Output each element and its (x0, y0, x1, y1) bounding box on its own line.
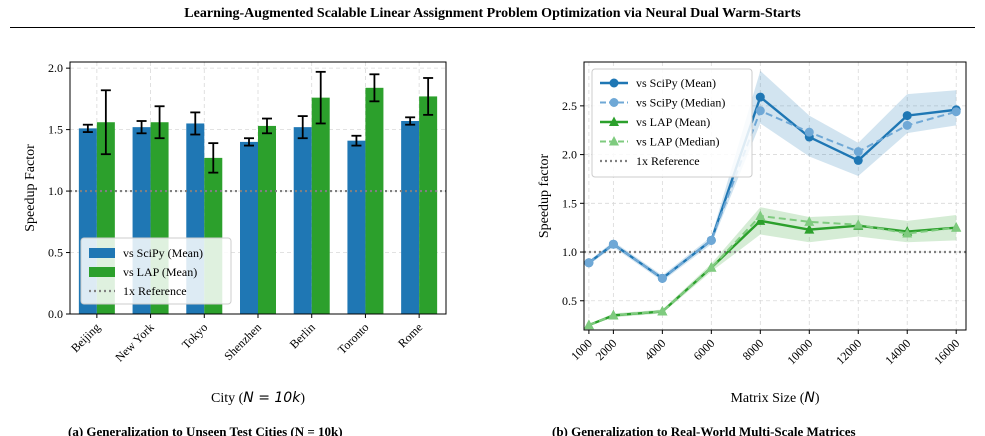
b-ylabel: Speedup factor (537, 153, 552, 238)
b-legend-swatch-marker (609, 116, 619, 126)
b-xtick-label: 10000 (784, 336, 815, 367)
b-point (583, 319, 594, 330)
a-ylabel: Speedup Factor (23, 144, 38, 232)
caption-a: (a) Generalization to Unseen Test Cities… (68, 424, 343, 436)
b-ytick-label: 1.0 (562, 245, 577, 259)
chart-a-city-speedup: 0.0 0.5 1.0 1.5 2.0 Beijing New York Tokyo Shenz… (23, 61, 447, 406)
a-xtick-label: Rome (395, 320, 425, 350)
a-legend-swatch (89, 248, 115, 258)
a-bar-lap-berlin (311, 97, 330, 315)
a-xtick-label: Shenzhen (221, 320, 264, 363)
b-plot-frame (583, 61, 967, 331)
b-xtick-label: 1000 (568, 336, 595, 363)
b-xtick-label: 12000 (833, 336, 864, 367)
b-point (804, 224, 815, 234)
b-point (951, 222, 962, 232)
b-point (804, 127, 814, 137)
b-legend-label: vs LAP (Median) (636, 135, 720, 149)
b-point (853, 155, 863, 165)
a-xtick-label: Berlin (287, 320, 318, 351)
b-legend-label: vs SciPy (Mean) (636, 76, 716, 90)
page-header-title: Learning-Augmented Scalable Linear Assig… (184, 6, 801, 21)
b-point (755, 106, 765, 116)
a-xtick-label: Toronto (335, 320, 372, 357)
b-legend-swatch-marker (609, 136, 619, 146)
b-ytick-label: 1.5 (562, 196, 577, 210)
b-point (755, 215, 766, 225)
b-xtick-label: 8000 (740, 336, 767, 363)
caption-b: (b) Generalization to Real-World Multi-S… (552, 424, 856, 436)
a-bar-lap-shenzhen (258, 125, 276, 314)
b-legend-label: 1x Reference (636, 154, 700, 168)
a-legend-box (80, 237, 232, 305)
b-ytick-label: 2.5 (562, 99, 577, 113)
a-ytick-label: 0.0 (48, 307, 63, 321)
b-legend-swatch-marker (609, 98, 619, 107)
b-point (657, 273, 667, 283)
b-band-0 (588, 70, 957, 282)
figure-caption: (a) Generalization to Unseen Test Cities… (0, 424, 985, 436)
b-point (584, 258, 594, 268)
b-point (853, 219, 864, 229)
a-bar-lap-rome (419, 96, 438, 314)
b-point (706, 235, 716, 245)
a-bar-scipy-rome (401, 121, 420, 314)
a-ytick-label: 2.0 (48, 61, 63, 75)
a-xlabel: City (N = 10k) (211, 390, 305, 406)
b-point (902, 120, 912, 130)
b-legend-swatch-marker (609, 78, 619, 88)
b-xtick-label: 16000 (931, 336, 962, 367)
a-ytick-label: 1.5 (48, 123, 63, 137)
a-xtick-label: New York (112, 320, 156, 364)
a-bar-lap-toronto (365, 87, 384, 314)
b-point (951, 107, 961, 117)
b-point (608, 239, 618, 249)
b-legend-box (591, 68, 753, 178)
b-point (755, 210, 766, 220)
a-bar-scipy-berlin (293, 127, 312, 315)
b-point (755, 92, 765, 102)
b-legend-label: vs SciPy (Median) (636, 96, 725, 110)
b-point (853, 147, 863, 157)
b-point (706, 262, 717, 272)
b-xlabel: Matrix Size (N) (730, 390, 819, 406)
header-rule (10, 27, 975, 28)
b-point (804, 216, 815, 226)
b-xtick-label: 2000 (593, 336, 620, 363)
b-legend-label: vs LAP (Mean) (636, 115, 710, 129)
figure-panels: 0.0 0.5 1.0 1.5 2.0 Beijing New York Tokyo Shenz… (23, 61, 967, 406)
b-xtick-label: 4000 (642, 336, 669, 363)
a-legend-label: vs LAP (Mean) (123, 265, 197, 279)
b-point (657, 305, 668, 316)
b-point (902, 111, 912, 121)
b-ytick-label: 2.0 (562, 148, 577, 162)
a-ytick-label: 0.5 (48, 246, 63, 260)
b-point (608, 309, 619, 320)
a-bar-scipy-toronto (347, 140, 366, 314)
a-legend-label: vs SciPy (Mean) (123, 246, 203, 260)
a-xtick-label: Tokyo (179, 320, 210, 351)
a-legend-swatch (89, 267, 115, 277)
b-ytick-label: 0.5 (562, 294, 577, 308)
b-xtick-label: 14000 (882, 336, 913, 367)
b-point (902, 228, 913, 238)
a-legend-label: 1x Reference (123, 284, 187, 298)
a-xtick-label: Beijing (68, 320, 103, 355)
a-ytick-label: 1.0 (48, 184, 63, 198)
b-xtick-label: 6000 (691, 336, 718, 363)
a-bar-scipy-shenzhen (240, 141, 258, 314)
